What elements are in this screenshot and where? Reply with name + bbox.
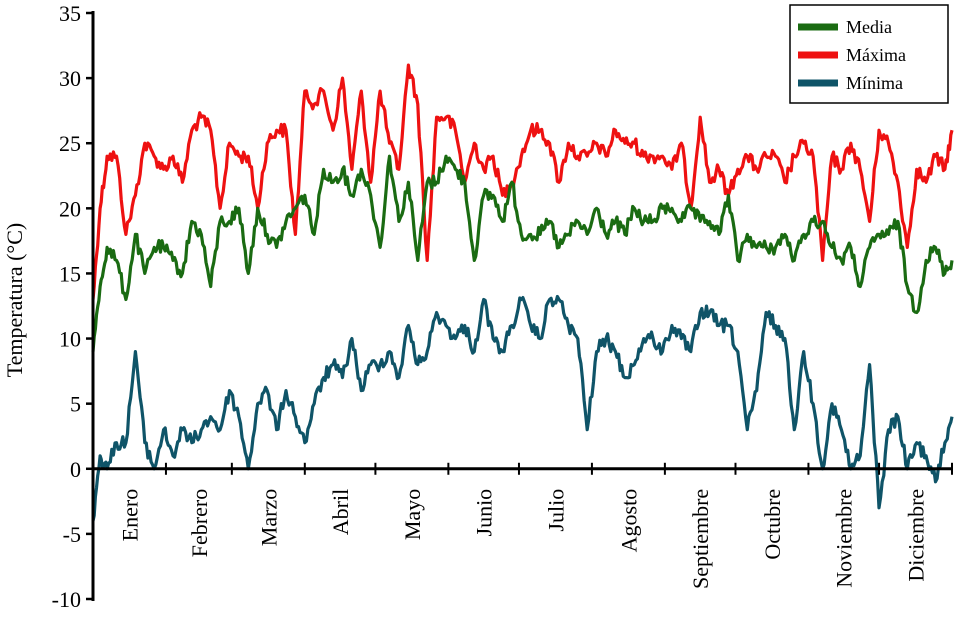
month-label: Julio — [543, 489, 568, 532]
y-tick-label: 5 — [70, 392, 81, 417]
month-label: Octubre — [760, 489, 785, 560]
month-label: Mayo — [400, 489, 425, 540]
month-label: Septiembre — [688, 489, 713, 589]
month-label: Junio — [472, 489, 497, 537]
legend-label: Media — [846, 17, 892, 37]
y-axis-title: Temperatura (°C) — [2, 223, 27, 377]
month-label: Febrero — [187, 489, 212, 557]
series-line-minima — [91, 294, 954, 522]
y-tick-label: -5 — [63, 522, 81, 547]
series-line-media — [91, 154, 954, 352]
y-tick-label: -10 — [52, 587, 81, 612]
month-label: Abril — [328, 489, 353, 535]
y-tick-label: 25 — [59, 131, 81, 156]
y-tick-label: 15 — [59, 261, 81, 286]
series-line-maxima — [91, 63, 954, 300]
month-label: Marzo — [256, 489, 281, 546]
legend-label: Mínima — [846, 73, 903, 93]
month-label: Enero — [118, 489, 143, 542]
series-layer — [91, 63, 954, 522]
legend-label: Máxima — [846, 45, 906, 65]
y-tick-label: 20 — [59, 196, 81, 221]
month-label: Diciembre — [904, 489, 929, 582]
month-label: Agosto — [616, 489, 641, 553]
y-tick-label: 0 — [70, 457, 81, 482]
y-tick-label: 35 — [59, 1, 81, 26]
y-tick-label: 30 — [59, 66, 81, 91]
y-tick-label: 10 — [59, 327, 81, 352]
axis-layer: -10 -5 0 5 10 15 20 25 30 35 Enero Febrero Marzo Abri… — [52, 1, 953, 612]
month-label: Noviembre — [832, 489, 857, 588]
legend: Media Máxima Mínima — [789, 4, 949, 104]
